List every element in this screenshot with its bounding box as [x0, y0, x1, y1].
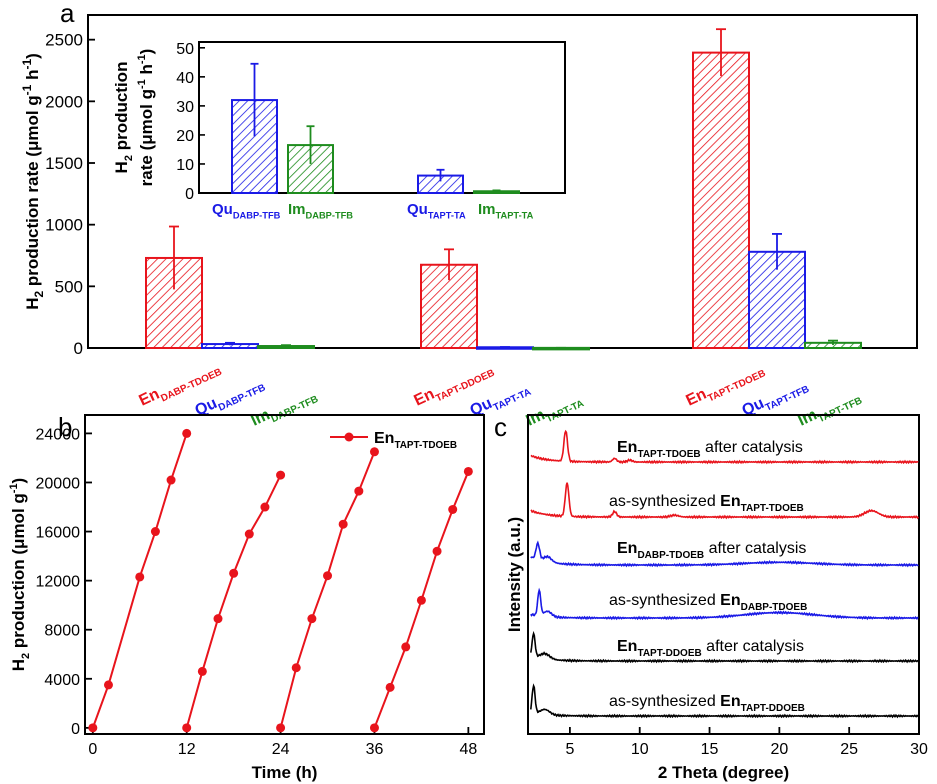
data-point	[135, 572, 145, 582]
y-tick-label: 8000	[44, 623, 80, 640]
data-point	[150, 527, 160, 537]
data-point	[276, 470, 286, 480]
inset-y-axis-title-line1: H2 production	[112, 62, 135, 174]
xrd-pattern	[530, 630, 919, 664]
data-point	[432, 546, 442, 556]
inset-category-label: QuDABP-TFB	[212, 201, 281, 221]
xrd-pattern	[530, 587, 919, 621]
data-point	[213, 614, 223, 624]
inset-y-tick-label: 50	[176, 41, 194, 58]
series-line	[91, 433, 188, 729]
xrd-pattern	[530, 683, 919, 719]
inset-y-tick-label: 40	[176, 70, 194, 87]
x-tick-label: 48	[459, 741, 477, 758]
pattern-annotation: EnTAPT-DDOEB after catalysis	[617, 638, 804, 659]
x-tick-label: 24	[272, 741, 290, 758]
y-tick-label: 0	[74, 339, 83, 358]
xrd-pattern	[530, 429, 919, 465]
data-point	[197, 666, 207, 676]
data-point	[369, 447, 379, 457]
panel-b-line-chart: 0 12 24 36 48 0 4000 8000 12000 16000 20000 24000 Ti…	[8, 414, 485, 782]
data-point	[244, 529, 254, 539]
plot-frame	[84, 414, 485, 735]
data-point	[416, 595, 426, 605]
y-tick-label: 16000	[36, 525, 81, 542]
xrd-pattern	[530, 540, 919, 568]
data-point	[182, 723, 192, 733]
legend-label: EnTAPT-TDOEB	[374, 430, 457, 451]
inset-y-tick-label: 10	[176, 157, 194, 174]
y-tick-label: 1500	[45, 154, 83, 173]
y-tick-label: 4000	[44, 672, 80, 689]
data-point	[323, 571, 333, 581]
y-axis-title: H2 production rate (μmol g-1 h-1)	[20, 53, 46, 310]
inset-y-tick-label: 0	[185, 186, 194, 203]
legend-marker	[344, 432, 354, 442]
y-tick-label: 20000	[36, 475, 81, 492]
x-tick-label: 5	[565, 741, 574, 758]
data-point	[166, 475, 176, 485]
data-point	[229, 568, 239, 578]
x-tick-label: 25	[840, 741, 858, 758]
x-axis-title: Time (h)	[252, 763, 318, 782]
data-point	[401, 642, 411, 652]
y-tick-label: 2000	[45, 92, 83, 111]
panel-c-xrd-chart: 5 10 15 20 25 30 2 Theta (degree) Intensity (a.…	[505, 414, 928, 782]
inset-y-tick-label: 20	[176, 128, 194, 145]
inset-category-label: ImDABP-TFB	[288, 201, 353, 221]
pattern-annotation: EnDABP-TDOEB after catalysis	[617, 540, 806, 561]
data-point	[260, 502, 270, 512]
y-tick-label: 12000	[36, 574, 81, 591]
x-tick-label: 0	[88, 741, 97, 758]
x-tick-label: 30	[910, 741, 928, 758]
data-point	[291, 663, 301, 673]
x-tick-label: 10	[631, 741, 649, 758]
panel-letter-c: c	[494, 412, 507, 442]
pattern-annotation: as-synthesized EnDABP-TDOEB	[609, 592, 807, 613]
data-point	[354, 486, 364, 496]
plot-frame	[527, 414, 920, 735]
series-line	[185, 474, 282, 729]
inset-y-tick-label: 30	[176, 99, 194, 116]
y-tick-label: 2500	[45, 31, 83, 50]
data-point	[182, 428, 192, 438]
data-point	[307, 614, 317, 624]
data-point	[276, 723, 286, 733]
y-axis-title: H2 production (μmol g-1)	[8, 478, 32, 671]
y-tick-label: 24000	[36, 426, 81, 443]
panel-letter-b: b	[58, 412, 72, 442]
y-tick-label: 1000	[45, 216, 83, 235]
data-point	[338, 519, 348, 529]
x-tick-label: 36	[366, 741, 384, 758]
inset-category-label: QuTAPT-TA	[407, 201, 466, 221]
inset-category-label: ImTAPT-TA	[478, 201, 534, 221]
data-point	[103, 680, 113, 690]
y-tick-label: 0	[71, 721, 80, 738]
panel-a-inset-bar-chart: 0 10 20 30 40 50 H2 production rate (μmol g-1 h…	[112, 41, 566, 221]
bar	[692, 51, 750, 349]
xrd-pattern	[530, 482, 919, 520]
pattern-annotation: as-synthesized EnTAPT-DDOEB	[609, 693, 805, 714]
y-axis-title: Intensity (a.u.)	[505, 517, 524, 632]
data-point	[448, 504, 458, 514]
x-axis-title: 2 Theta (degree)	[658, 763, 789, 782]
x-tick-label: 15	[701, 741, 719, 758]
y-tick-label: 500	[55, 277, 83, 296]
pattern-annotation: EnTAPT-TDOEB after catalysis	[617, 439, 803, 460]
inset-bar	[287, 144, 334, 194]
data-point	[88, 723, 98, 733]
panel-letter-a: a	[60, 0, 75, 28]
x-tick-label: 12	[178, 741, 196, 758]
data-point	[369, 723, 379, 733]
data-point	[385, 682, 395, 692]
x-tick-label: 20	[770, 741, 788, 758]
data-point	[463, 466, 473, 476]
category-label: ImTAPT-TA	[524, 389, 586, 433]
inset-y-axis-title-line2: rate (μmol g-1 h-1)	[136, 49, 156, 187]
pattern-annotation: as-synthesized EnTAPT-TDOEB	[609, 493, 804, 514]
